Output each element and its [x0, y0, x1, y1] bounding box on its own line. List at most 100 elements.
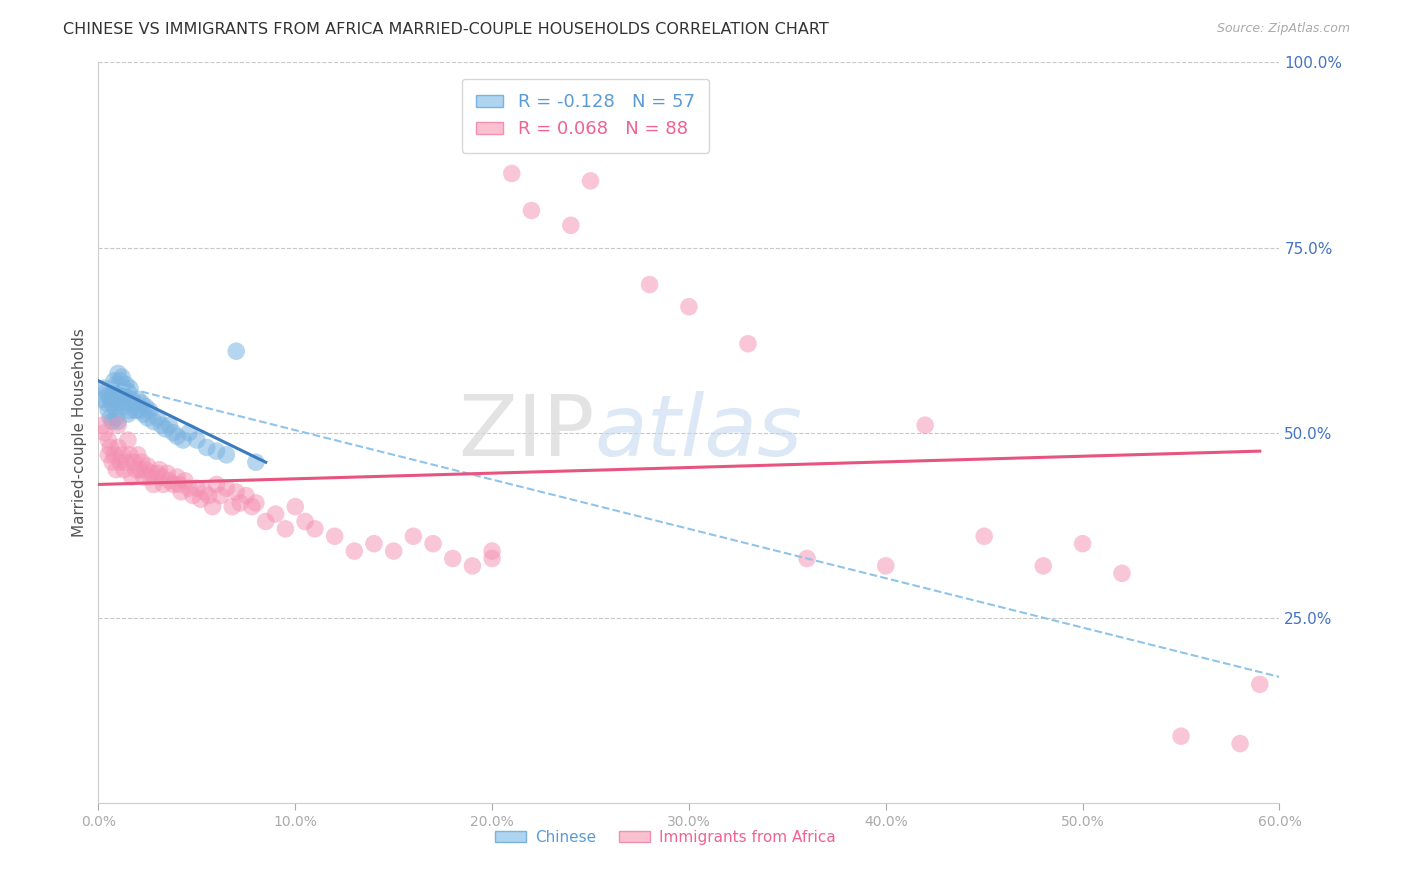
Point [125, 403, 148, 417]
Point [128, 462, 150, 476]
Point [914, 418, 936, 433]
Point [186, 433, 208, 447]
Point [142, 415, 165, 429]
Point [461, 558, 484, 573]
Point [194, 484, 217, 499]
Point [111, 448, 134, 462]
Point [343, 544, 366, 558]
Point [122, 396, 145, 410]
Point [121, 470, 143, 484]
Point [135, 400, 157, 414]
Point [115, 455, 138, 469]
Point [157, 474, 180, 488]
Point [98, 392, 121, 407]
Point [170, 484, 193, 499]
Point [97, 403, 120, 417]
Point [304, 522, 326, 536]
Point [138, 470, 160, 484]
Point [201, 500, 224, 514]
Point [162, 477, 184, 491]
Point [146, 410, 169, 425]
Point [422, 536, 444, 550]
Point [284, 500, 307, 514]
Point [93, 425, 115, 440]
Point [112, 381, 135, 395]
Point [156, 467, 179, 481]
Point [195, 441, 218, 455]
Point [103, 374, 125, 388]
Point [294, 515, 316, 529]
Point [215, 481, 238, 495]
Point [441, 551, 464, 566]
Point [177, 425, 200, 440]
Point [111, 370, 134, 384]
Point [98, 410, 121, 425]
Point [142, 477, 165, 491]
Point [105, 377, 128, 392]
Point [97, 448, 120, 462]
Point [112, 462, 135, 476]
Point [235, 489, 257, 503]
Point [136, 458, 159, 473]
Point [678, 300, 700, 314]
Legend: Chinese, Immigrants from Africa: Chinese, Immigrants from Africa [489, 823, 842, 851]
Point [181, 489, 204, 503]
Point [115, 377, 138, 392]
Point [108, 390, 131, 404]
Point [737, 336, 759, 351]
Point [205, 444, 228, 458]
Point [103, 400, 125, 414]
Point [93, 381, 115, 395]
Point [103, 448, 125, 462]
Point [97, 388, 120, 402]
Point [264, 507, 287, 521]
Point [111, 388, 134, 402]
Point [1111, 566, 1133, 581]
Point [254, 515, 277, 529]
Point [638, 277, 661, 292]
Point [190, 492, 212, 507]
Point [107, 441, 129, 455]
Point [118, 448, 141, 462]
Point [121, 392, 143, 407]
Point [105, 410, 128, 425]
Point [157, 418, 180, 433]
Point [112, 400, 135, 414]
Text: Source: ZipAtlas.com: Source: ZipAtlas.com [1216, 22, 1350, 36]
Point [103, 384, 125, 399]
Point [186, 481, 208, 495]
Point [579, 174, 602, 188]
Point [132, 407, 155, 421]
Point [402, 529, 425, 543]
Point [323, 529, 346, 543]
Point [117, 433, 139, 447]
Point [501, 166, 523, 180]
Point [125, 462, 148, 476]
Point [136, 410, 159, 425]
Point [150, 470, 173, 484]
Point [221, 500, 243, 514]
Point [209, 489, 232, 503]
Point [138, 403, 160, 417]
Point [1071, 536, 1094, 550]
Point [117, 384, 139, 399]
Point [97, 433, 120, 447]
Text: ZIP: ZIP [458, 391, 595, 475]
Point [105, 392, 128, 407]
Point [1229, 737, 1251, 751]
Point [91, 392, 114, 407]
Point [197, 489, 219, 503]
Point [107, 418, 129, 433]
Point [118, 381, 141, 395]
Point [141, 467, 163, 481]
Point [240, 500, 263, 514]
Point [205, 477, 228, 491]
Point [225, 344, 247, 359]
Point [155, 422, 177, 436]
Point [127, 448, 149, 462]
Point [98, 441, 121, 455]
Y-axis label: Married-couple Households: Married-couple Households [72, 328, 87, 537]
Point [107, 415, 129, 429]
Point [225, 484, 247, 499]
Point [215, 448, 238, 462]
